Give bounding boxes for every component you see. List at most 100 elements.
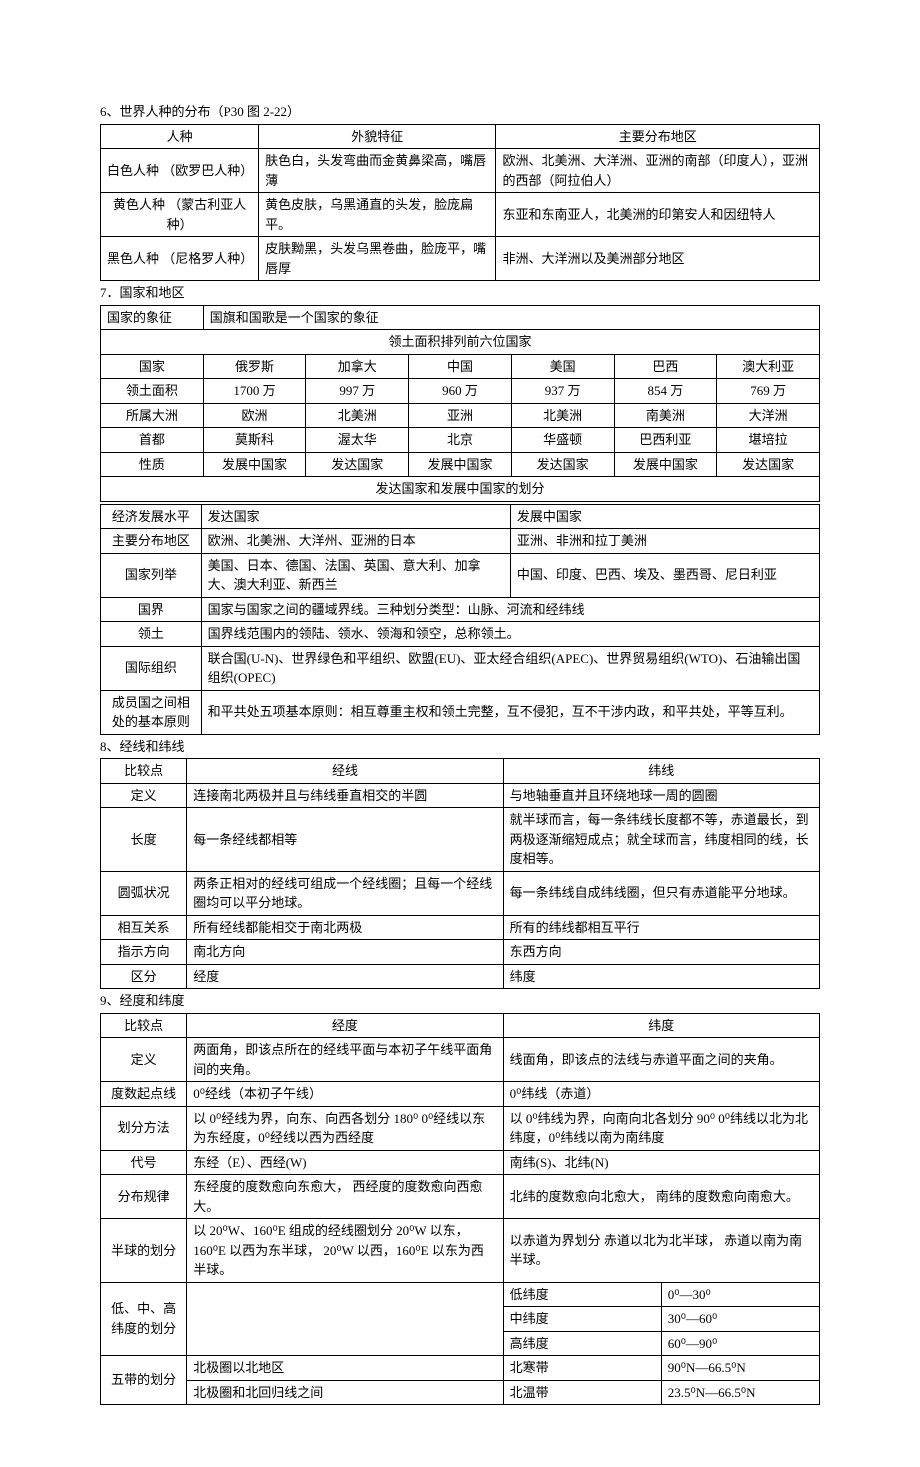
cell: 指示方向 bbox=[101, 940, 187, 965]
cell: 国家的象征 bbox=[101, 305, 204, 330]
cell: 黑色人种 （尼格罗人种） bbox=[101, 237, 259, 281]
cell: 发达国家 bbox=[717, 452, 820, 477]
cell: 两面角，即该点所在的经线平面与本初子午线平面角间的夹角。 bbox=[187, 1038, 503, 1082]
cell: 性质 bbox=[101, 452, 204, 477]
cell: 纬度 bbox=[503, 964, 819, 989]
cell: 1700 万 bbox=[203, 379, 306, 404]
cell: 与地轴垂直并且环绕地球一周的圆圈 bbox=[503, 783, 819, 808]
table-meridian-parallel: 比较点 经线 纬线 定义连接南北两极并且与纬线垂直相交的半圆与地轴垂直并且环绕地… bbox=[100, 758, 820, 989]
cell: 和平共处五项基本原则：相互尊重主权和领土完整，互不侵犯，互不干涉内政，和平共处，… bbox=[201, 690, 819, 734]
cell: 巴西 bbox=[614, 354, 717, 379]
cell: 769 万 bbox=[717, 379, 820, 404]
cell: 北温带 bbox=[503, 1380, 661, 1405]
table-developed: 经济发展水平 发达国家 发展中国家 主要分布地区 欧洲、北美洲、大洋州、亚洲的日… bbox=[100, 504, 820, 735]
cell: 白色人种 （欧罗巴人种） bbox=[101, 149, 259, 193]
col-header: 纬线 bbox=[503, 759, 819, 784]
cell: 低、中、高纬度的划分 bbox=[101, 1282, 187, 1356]
cell: 经济发展水平 bbox=[101, 504, 202, 529]
cell: 每一条经线都相等 bbox=[187, 808, 503, 872]
cell: 低纬度 bbox=[503, 1282, 661, 1307]
cell: 定义 bbox=[101, 783, 187, 808]
section-6-title: 6、世界人种的分布（P30 图 2-22） bbox=[100, 102, 820, 122]
cell: 中纬度 bbox=[503, 1307, 661, 1332]
cell: 北纬的度数愈向北愈大， 南纬的度数愈向南愈大。 bbox=[503, 1175, 819, 1219]
cell: 首都 bbox=[101, 428, 204, 453]
cell: 发展中国家 bbox=[203, 452, 306, 477]
cell: 领土面积 bbox=[101, 379, 204, 404]
cell: 0⁰经线（本初子午线） bbox=[187, 1082, 503, 1107]
cell: 中国、印度、巴西、埃及、墨西哥、尼日利亚 bbox=[510, 553, 819, 597]
cell: 0⁰纬线（赤道） bbox=[503, 1082, 819, 1107]
cell: 皮肤黝黑，头发乌黑卷曲，脸庞平，嘴唇厚 bbox=[259, 237, 496, 281]
cell: 就半球而言，每一条纬线长度都不等，赤道最长，到两极逐渐缩短成点；就全球而言，纬度… bbox=[503, 808, 819, 872]
cell: 发展中国家 bbox=[614, 452, 717, 477]
cell: 发达国家 bbox=[511, 452, 614, 477]
cell: 国界 bbox=[101, 597, 202, 622]
cell: 发展中国家 bbox=[409, 452, 512, 477]
cell: 经度 bbox=[187, 964, 503, 989]
cell: 东经度的度数愈向东愈大， 西经度的度数愈向西愈大。 bbox=[187, 1175, 503, 1219]
cell: 高纬度 bbox=[503, 1331, 661, 1356]
cell: 以赤道为界划分 赤道以北为北半球， 赤道以南为南半球。 bbox=[503, 1219, 819, 1283]
cell: 所有的纬线都相互平行 bbox=[503, 915, 819, 940]
cell: 主要分布地区 bbox=[101, 529, 202, 554]
cell: 黄色皮肤，乌黑通直的头发，脸庞扁平。 bbox=[259, 193, 496, 237]
cell: 连接南北两极并且与纬线垂直相交的半圆 bbox=[187, 783, 503, 808]
cell: 相互关系 bbox=[101, 915, 187, 940]
cell: 以 20⁰W、160⁰E 组成的经线圈划分 20⁰W 以东，160⁰E 以西为东… bbox=[187, 1219, 503, 1283]
cell: 澳大利亚 bbox=[717, 354, 820, 379]
cell: 半球的划分 bbox=[101, 1219, 187, 1283]
cell: 以 0⁰经线为界，向东、向西各划分 180⁰ 0⁰经线以东为东经度，0⁰经线以西… bbox=[187, 1106, 503, 1150]
cell: 23.5⁰N—66.5⁰N bbox=[661, 1380, 819, 1405]
cell: 渥太华 bbox=[306, 428, 409, 453]
cell: 国家与国家之间的疆域界线。三种划分类型：山脉、河流和经纬线 bbox=[201, 597, 819, 622]
col-header: 比较点 bbox=[101, 1013, 187, 1038]
cell: 度数起点线 bbox=[101, 1082, 187, 1107]
cell: 圆弧状况 bbox=[101, 871, 187, 915]
cell: 欧洲 bbox=[203, 403, 306, 428]
cell: 发达国家 bbox=[306, 452, 409, 477]
subheader: 发达国家和发展中国家的划分 bbox=[101, 477, 820, 502]
cell: 30⁰—60⁰ bbox=[661, 1307, 819, 1332]
cell: 线面角，即该点的法线与赤道平面之间的夹角。 bbox=[503, 1038, 819, 1082]
col-header: 纬度 bbox=[503, 1013, 819, 1038]
cell: 0⁰—30⁰ bbox=[661, 1282, 819, 1307]
cell: 南北方向 bbox=[187, 940, 503, 965]
cell: 发达国家 bbox=[201, 504, 510, 529]
cell: 两条正相对的经线可组成一个经线圈；且每一个经线圈均可以平分地球。 bbox=[187, 871, 503, 915]
cell: 定义 bbox=[101, 1038, 187, 1082]
section-8-title: 8、经线和纬线 bbox=[100, 737, 820, 757]
section-7-title: 7．国家和地区 bbox=[100, 283, 820, 303]
cell: 937 万 bbox=[511, 379, 614, 404]
cell: 997 万 bbox=[306, 379, 409, 404]
cell: 莫斯科 bbox=[203, 428, 306, 453]
cell: 国旗和国歌是一个国家的象征 bbox=[203, 305, 819, 330]
cell: 854 万 bbox=[614, 379, 717, 404]
cell: 960 万 bbox=[409, 379, 512, 404]
cell: 所有经线都能相交于南北两极 bbox=[187, 915, 503, 940]
cell: 亚洲 bbox=[409, 403, 512, 428]
cell: 加拿大 bbox=[306, 354, 409, 379]
col-header: 经度 bbox=[187, 1013, 503, 1038]
cell: 北京 bbox=[409, 428, 512, 453]
cell: 代号 bbox=[101, 1150, 187, 1175]
cell: 国界线范围内的领陆、领水、领海和领空，总称领土。 bbox=[201, 622, 819, 647]
cell: 欧洲、北美洲、大洋州、亚洲的日本 bbox=[201, 529, 510, 554]
col-header: 经线 bbox=[187, 759, 503, 784]
cell: 中国 bbox=[409, 354, 512, 379]
cell: 北美洲 bbox=[306, 403, 409, 428]
cell: 欧洲、北美洲、大洋洲、亚洲的南部（印度人），亚洲的西部（阿拉伯人） bbox=[496, 149, 820, 193]
col-header: 外貌特征 bbox=[259, 124, 496, 149]
cell: 五带的划分 bbox=[101, 1356, 187, 1405]
cell: 南美洲 bbox=[614, 403, 717, 428]
cell: 美国 bbox=[511, 354, 614, 379]
col-header: 主要分布地区 bbox=[496, 124, 820, 149]
cell: 90⁰N—66.5⁰N bbox=[661, 1356, 819, 1381]
cell: 南纬(S)、北纬(N) bbox=[503, 1150, 819, 1175]
cell: 北极圈和北回归线之间 bbox=[187, 1380, 503, 1405]
cell: 俄罗斯 bbox=[203, 354, 306, 379]
cell: 联合国(U-N)、世界绿色和平组织、欧盟(EU)、亚太经合组织(APEC)、世界… bbox=[201, 646, 819, 690]
cell: 分布规律 bbox=[101, 1175, 187, 1219]
cell: 国家列举 bbox=[101, 553, 202, 597]
cell: 北美洲 bbox=[511, 403, 614, 428]
